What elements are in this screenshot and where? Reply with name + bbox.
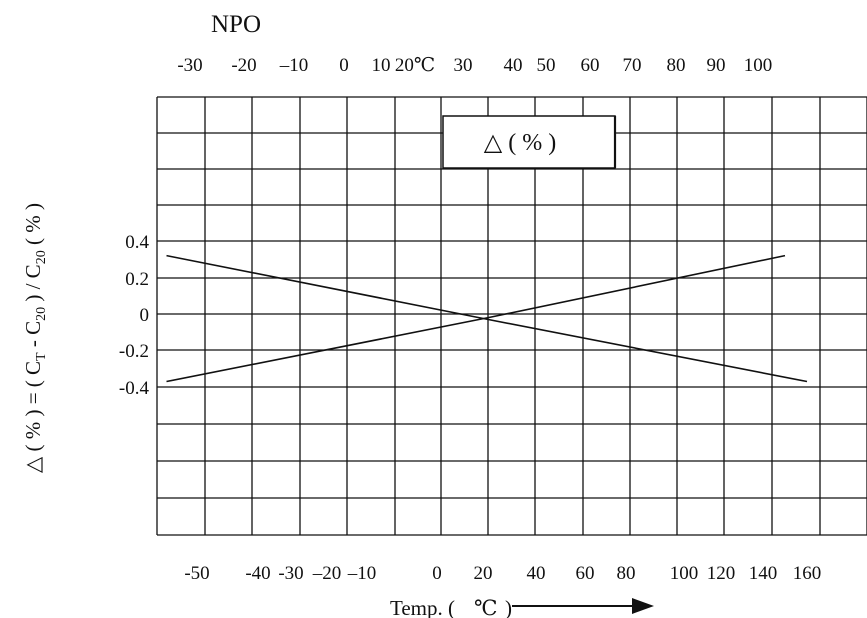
top-tick-label: 70 (623, 55, 642, 76)
top-tick-label: -20 (231, 55, 256, 76)
series-line-2 (166, 254, 786, 383)
legend-label: △ ( % ) (484, 130, 556, 156)
y-tick-label: 0.2 (125, 269, 149, 290)
series-group (166, 254, 808, 383)
series-line-1 (166, 254, 808, 383)
x-axis-close: ) (505, 596, 512, 618)
bottom-tick-label: 80 (617, 563, 636, 584)
plot-grid (156, 96, 867, 536)
top-tick-label: 40 (504, 55, 523, 76)
top-tick-label: –10 (279, 55, 309, 76)
x-axis-arrow-head (632, 598, 654, 614)
y-tick-label: 0.4 (125, 232, 149, 253)
bottom-tick-label: 60 (576, 563, 595, 584)
y-tick-label: 0 (140, 305, 150, 326)
bottom-tick-label: –20 (312, 563, 342, 584)
bottom-tick-label: 140 (749, 563, 778, 584)
bottom-tick-label: 160 (793, 563, 822, 584)
bottom-tick-label: –10 (347, 563, 377, 584)
top-tick-label: 30 (454, 55, 473, 76)
top-tick-label: 20℃ (395, 55, 435, 76)
top-tick-label: 60 (581, 55, 600, 76)
legend: △ ( % ) (442, 115, 617, 169)
top-tick-label: 90 (707, 55, 726, 76)
top-tick-label: 50 (537, 55, 556, 76)
top-tick-label: -30 (177, 55, 202, 76)
bottom-tick-label: 120 (707, 563, 736, 584)
top-tick-label: 10 (372, 55, 391, 76)
y-tick-label: -0.4 (119, 378, 150, 399)
top-tick-label: 0 (339, 55, 349, 76)
x-axis-title: Temp. ( (390, 596, 455, 618)
y-tick-label: -0.2 (119, 341, 149, 362)
bottom-tick-label: -50 (184, 563, 209, 584)
bottom-tick-label: 40 (527, 563, 546, 584)
x-axis-unit: ℃ (474, 596, 498, 618)
y-axis-title: △ ( % ) = ( CT - C20 ) / C20 ( % ) (21, 203, 49, 473)
bottom-tick-label: -40 (245, 563, 270, 584)
tick-labels: NPO-30 -20 –10 0 10 20℃ 30 40 50 60 70 80 90 100-50 -4… (21, 11, 821, 618)
bottom-tick-label: -30 (278, 563, 303, 584)
chart-title: NPO (211, 11, 261, 38)
bottom-tick-label: 100 (670, 563, 699, 584)
bottom-tick-label: 0 (432, 563, 442, 584)
top-tick-label: 100 (744, 55, 773, 76)
top-tick-label: 80 (667, 55, 686, 76)
bottom-tick-label: 20 (474, 563, 493, 584)
